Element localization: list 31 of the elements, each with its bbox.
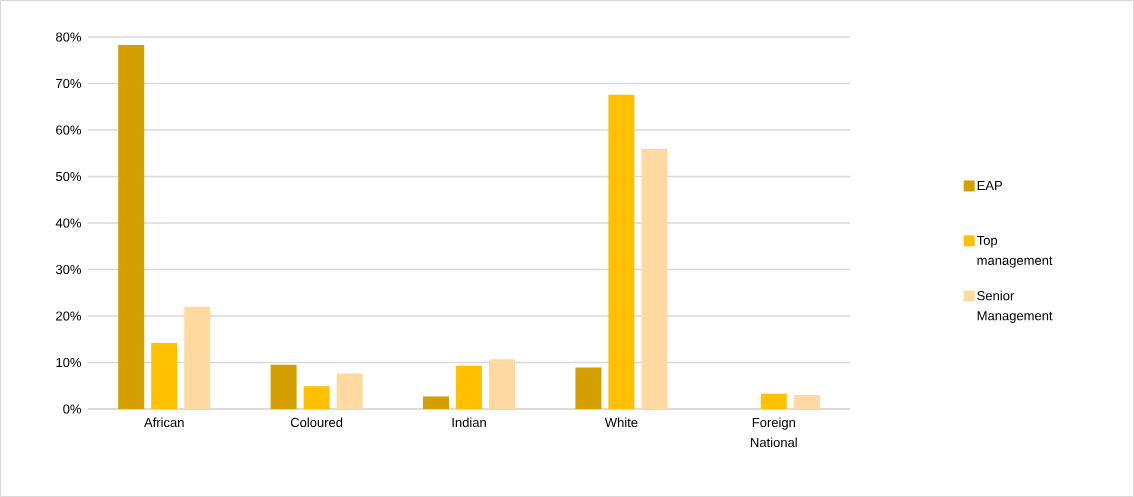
legend-label: Top management [976,235,1053,268]
x-tick-label: Indian [452,417,486,428]
bar [575,367,602,409]
x-tick-label: African [144,417,184,428]
y-tick-label: 60% [56,125,82,135]
y-tick-label: 70% [56,78,82,89]
bar [151,342,178,409]
x-tick-label: Foreign National [751,417,797,448]
bar [336,373,363,409]
bar [456,365,483,409]
bar [184,306,211,409]
bar [608,94,635,409]
bar [118,44,145,409]
y-tick-label: 0% [63,404,82,414]
bar [270,364,297,409]
y-tick-label: 30% [55,264,82,275]
x-tick-label: White [604,417,638,428]
y-tick-label: 20% [56,311,82,321]
bar [641,149,668,409]
x-tick-label: Coloured [290,417,343,428]
y-tick-label: 50% [55,171,82,182]
y-tick-label: 10% [56,357,82,368]
bar [793,395,820,409]
legend-label: Senior Management [977,290,1053,323]
bar [303,386,330,409]
bar [423,396,450,409]
legend-label: EAP [977,181,1003,190]
y-tick-label: 80% [56,32,82,42]
bar [760,393,787,409]
y-tick-label: 40% [55,218,82,228]
bar [489,359,516,409]
